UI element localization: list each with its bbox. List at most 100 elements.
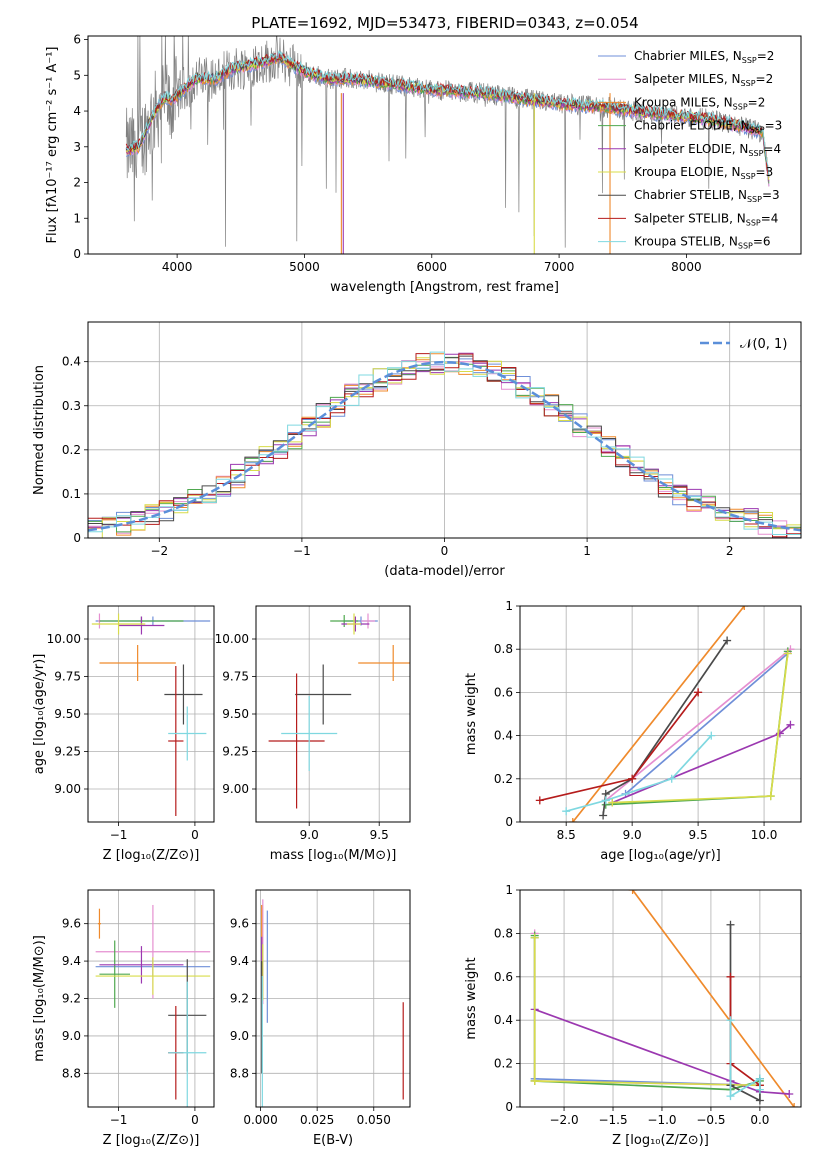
y-tick-label: 9.00 (54, 782, 81, 796)
weight-marker (790, 1103, 799, 1107)
y-tick-label: 0.6 (494, 970, 513, 984)
x-tick-label: 0.0 (750, 1113, 769, 1127)
x-tick-label: 4000 (162, 260, 193, 274)
y-tick-label: 9.4 (62, 954, 81, 968)
y-tick-label: 9.2 (230, 992, 249, 1006)
x-tick-label: −1 (110, 1113, 128, 1127)
weight-line (534, 1008, 790, 1095)
y-tick-label: 1 (505, 883, 513, 897)
x-axis-label: wavelength [Angstrom, rest frame] (330, 280, 559, 295)
panel-weight_vs_age: 8.5 9.0 9.5 10.0 0 0.2 0.4 0.6 0.8 1 age [log₁₀(ag… (464, 599, 802, 863)
y-tick-label: 4 (73, 104, 81, 118)
y-tick-label: 1 (73, 211, 81, 225)
weight-line (631, 890, 795, 1107)
y-tick-label: 9.75 (54, 670, 81, 684)
y-tick-label: 2 (73, 176, 81, 190)
y-tick-label: 9.6 (230, 917, 249, 931)
y-tick-label: 3 (73, 140, 81, 154)
x-axis-label: Z [log₁₀(Z/Z⊙)] (612, 1133, 709, 1148)
legend: 𝒩(0, 1) (700, 337, 787, 352)
y-tick-label: 6 (73, 33, 81, 47)
model-spectrum (125, 50, 770, 177)
legend-entry: Kroupa ELODIE, NSSP=3 (634, 165, 773, 181)
x-tick-label: −2 (150, 544, 168, 558)
x-tick-label: −2.0 (549, 1113, 578, 1127)
x-tick-label: 10.0 (751, 828, 778, 842)
weight-marker (755, 1085, 764, 1094)
weight-line (605, 648, 791, 802)
axes-frame (519, 889, 802, 1108)
x-tick-label: 2 (726, 544, 734, 558)
x-tick-label: −1 (110, 828, 128, 842)
x-tick-label: 9.0 (623, 828, 642, 842)
y-axis-label: Flux [fλ10⁻¹⁷ erg cm⁻² s⁻¹ A⁻¹] (45, 47, 60, 244)
y-tick-label: 0.2 (494, 772, 513, 786)
axes-frame (255, 889, 411, 1108)
y-tick-label: 0.4 (494, 729, 513, 743)
x-tick-label: 0.025 (300, 1113, 334, 1127)
legend: Chabrier MILES, NSSP=2 Salpeter MILES, NS… (598, 49, 782, 251)
y-tick-label: 8.8 (62, 1066, 81, 1080)
panel-residuals: −2 −1 0 1 2 0 0.1 0.2 0.3 0.4 (data-model)/error No… (32, 321, 802, 579)
x-tick-label: −0.5 (696, 1113, 725, 1127)
weight-marker (601, 796, 610, 805)
x-tick-label: −1.5 (598, 1113, 627, 1127)
y-tick-label: 0.8 (494, 926, 513, 940)
y-tick-label: 10.00 (215, 632, 249, 646)
x-tick-label: 8000 (671, 260, 702, 274)
y-tick-label: 0 (73, 247, 81, 261)
plot-area (530, 890, 799, 1107)
legend-entry: Kroupa MILES, NSSP=2 (634, 95, 765, 111)
x-tick-label: 0 (441, 544, 449, 558)
weight-marker (755, 1096, 764, 1105)
panel-mass_vs_Z: −1 0 8.8 9.0 9.2 9.4 9.6 Z [log₁₀(Z/Z⊙)] mass [l… (32, 889, 215, 1148)
legend-entry: Chabrier MILES, NSSP=2 (634, 49, 774, 65)
weight-marker (783, 649, 792, 658)
axes-frame (87, 35, 802, 255)
axes-frame (87, 605, 215, 823)
weight-line (565, 735, 712, 813)
weight-marker (694, 688, 703, 697)
weight-marker (530, 1076, 539, 1085)
y-tick-label: 0 (505, 1100, 513, 1114)
y-tick-label: 1 (505, 599, 513, 613)
y-tick-label: 0.6 (494, 685, 513, 699)
x-axis-label: E(B-V) (313, 1133, 353, 1148)
axes-frame (519, 605, 802, 823)
x-tick-label: 8.5 (557, 828, 576, 842)
axes-frame (87, 321, 802, 539)
y-axis-label: Normed distribution (32, 365, 47, 495)
weight-line (539, 691, 699, 802)
y-axis-label: age [log₁₀(age/yr)] (32, 654, 47, 775)
y-tick-label: 0.4 (494, 1013, 513, 1027)
weight-line (533, 937, 760, 1087)
x-axis-label: Z [log₁₀(Z/Z⊙)] (103, 848, 200, 863)
y-tick-label: 9.4 (230, 954, 249, 968)
legend-entry: Chabrier ELODIE, NSSP=3 (634, 119, 782, 135)
x-axis-label: age [log₁₀(age/yr)] (600, 848, 721, 863)
weight-marker (562, 807, 571, 816)
normal-reference-curve (88, 360, 801, 532)
weight-line (533, 933, 760, 1087)
weight-line (533, 937, 760, 1087)
weight-marker (723, 636, 732, 645)
y-tick-label: 9.2 (62, 992, 81, 1006)
x-tick-label: −1.0 (647, 1113, 676, 1127)
x-tick-label: 9.5 (689, 828, 708, 842)
plot-area (95, 904, 211, 1107)
y-tick-label: 9.00 (222, 782, 249, 796)
y-tick-label: 9.50 (222, 707, 249, 721)
weight-line (602, 640, 728, 816)
y-tick-label: 9.50 (54, 707, 81, 721)
y-tick-label: 9.25 (54, 745, 81, 759)
legend-entry: Chabrier STELIB, NSSP=3 (634, 188, 780, 204)
legend-entry: 𝒩(0, 1) (740, 337, 787, 352)
weight-marker (726, 972, 735, 981)
x-tick-label: 0 (191, 1113, 199, 1127)
y-tick-label: 0.2 (494, 1057, 513, 1071)
weight-marker (568, 818, 577, 822)
panel-spectrum: 4000 5000 6000 7000 8000 0 1 2 3 4 5 6 wavelength [A… (45, 33, 802, 295)
plot-area (88, 351, 801, 538)
weight-marker (707, 731, 716, 740)
